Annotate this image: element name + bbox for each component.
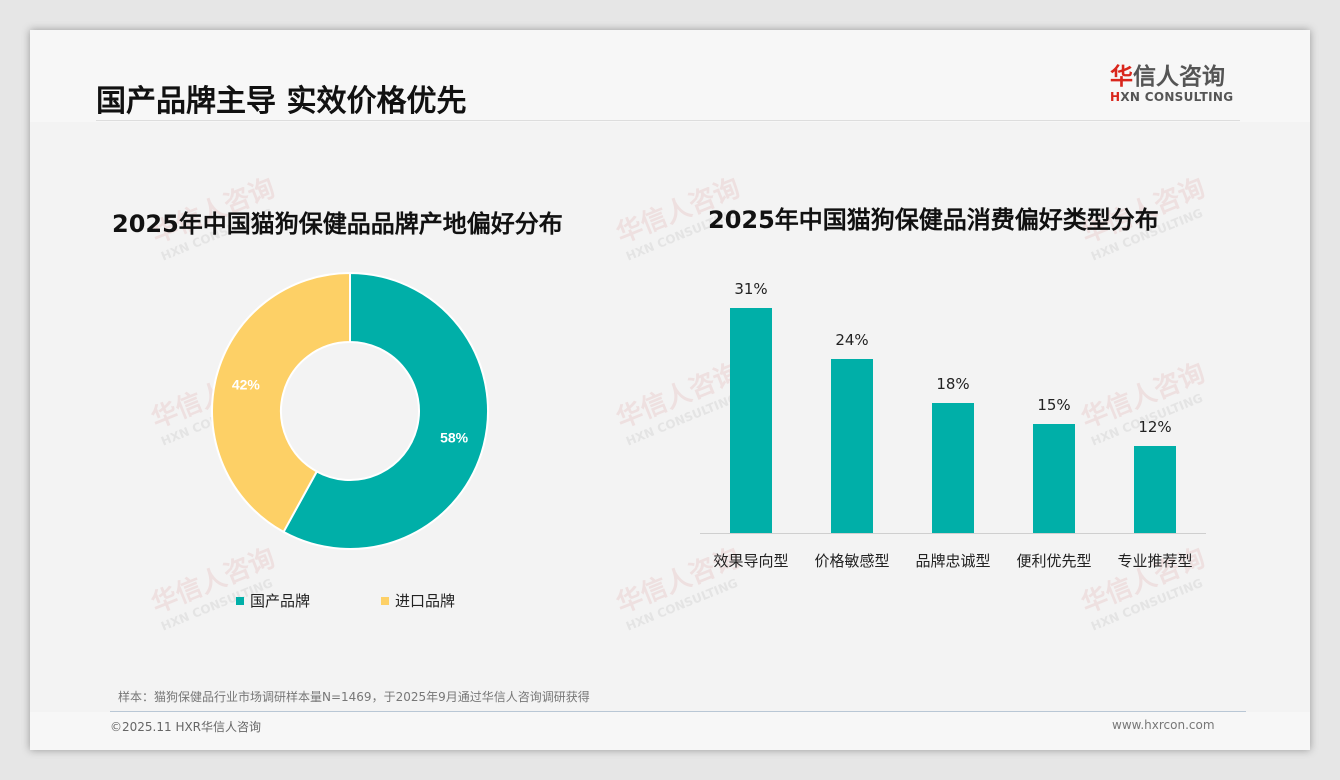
bar bbox=[831, 359, 873, 533]
donut-slice bbox=[211, 272, 351, 534]
bar-category-label: 品牌忠诚型 bbox=[915, 552, 991, 570]
x-axis-line bbox=[700, 533, 1206, 534]
website-link[interactable]: www.hxrcon.com bbox=[1112, 718, 1215, 732]
legend-swatch bbox=[236, 596, 244, 605]
bar-value-label: 15% bbox=[1037, 396, 1071, 415]
logo-cn: 华信人咨询 bbox=[1110, 64, 1225, 90]
legend-item-domestic: 国产品牌 bbox=[236, 590, 310, 611]
bar-value-label: 31% bbox=[734, 280, 768, 299]
donut-chart-title: 2025年中国猫狗保健品品牌产地偏好分布 bbox=[112, 210, 563, 238]
bar bbox=[1033, 424, 1075, 533]
donut-slice bbox=[282, 272, 489, 550]
brand-logo: 华信人咨询 HXN CONSULTING bbox=[1110, 64, 1240, 104]
bar-value-label: 18% bbox=[936, 374, 970, 393]
title-divider bbox=[96, 120, 1240, 121]
footer-divider bbox=[110, 711, 1246, 712]
bar-value-label: 12% bbox=[1138, 418, 1172, 436]
slice-label: 58% bbox=[440, 430, 469, 446]
donut-chart: 58% 42% bbox=[211, 272, 489, 550]
slide: 国产品牌主导 实效价格优先 华信人咨询 HXN CONSULTING 华信人咨询… bbox=[30, 30, 1310, 750]
legend-swatch bbox=[381, 596, 389, 605]
logo-en: HXN CONSULTING bbox=[1110, 90, 1234, 104]
bar-category-label: 便利优先型 bbox=[1016, 552, 1092, 570]
bar-chart-title: 2025年中国猫狗保健品消费偏好类型分布 bbox=[708, 206, 1159, 234]
bar-category-label: 价格敏感型 bbox=[814, 552, 890, 570]
slice-label: 42% bbox=[232, 376, 261, 392]
bar-category-label: 效果导向型 bbox=[713, 552, 789, 570]
bar-value-label: 24% bbox=[835, 331, 869, 349]
bar bbox=[1134, 446, 1176, 533]
header-band bbox=[30, 30, 1310, 122]
bar bbox=[730, 308, 772, 533]
bar bbox=[932, 402, 974, 533]
page-title: 国产品牌主导 实效价格优先 bbox=[96, 84, 467, 119]
bar-category-label: 专业推荐型 bbox=[1117, 552, 1193, 570]
legend-item-imported: 进口品牌 bbox=[381, 590, 455, 611]
copyright: ©2025.11 HXR华信人咨询 bbox=[110, 720, 262, 734]
footer-band bbox=[30, 712, 1310, 750]
sample-note: 样本：猫狗保健品行业市场调研样本量N=1469，于2025年9月通过华信人咨询调… bbox=[118, 690, 590, 704]
